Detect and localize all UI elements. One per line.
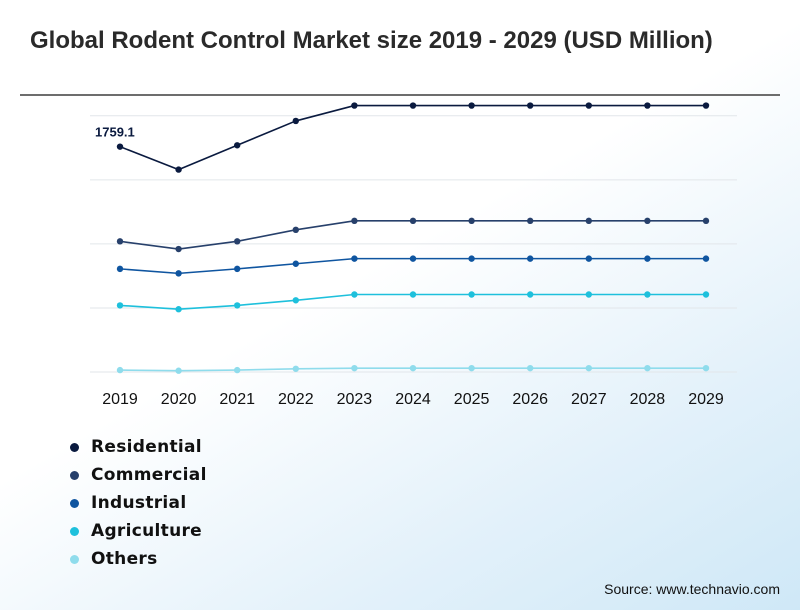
legend-label: Others xyxy=(91,549,158,569)
data-point-industrial xyxy=(644,255,651,262)
series-line-residential xyxy=(119,104,706,171)
data-point-commercial xyxy=(292,226,299,234)
x-tick-label: 2021 xyxy=(219,391,255,408)
data-point-industrial xyxy=(409,255,417,262)
annotations: 1759.1 xyxy=(95,125,135,140)
x-tick-label: 2026 xyxy=(512,391,548,408)
data-point-others xyxy=(644,364,651,372)
legend-label: Industrial xyxy=(91,493,187,513)
data-point-others xyxy=(468,364,475,372)
legend-item-agriculture: Agriculture xyxy=(70,517,207,545)
data-point-residential xyxy=(234,142,241,149)
title-divider xyxy=(20,94,780,96)
data-point-others xyxy=(175,367,182,374)
series-group xyxy=(116,102,710,374)
legend-marker xyxy=(70,442,79,452)
x-tick-label: 2025 xyxy=(454,391,490,408)
data-point-residential xyxy=(527,102,534,109)
series-others xyxy=(116,364,710,374)
data-point-commercial xyxy=(409,217,417,225)
line-chart: 1759.1 2019 2020 2021 2022 2023 2024 2025 2026 2… xyxy=(90,102,737,408)
legend-label: Agriculture xyxy=(91,521,202,541)
data-point-residential xyxy=(702,102,710,109)
legend-marker xyxy=(70,526,79,536)
data-point-agriculture xyxy=(175,306,182,313)
x-tick-label: 2020 xyxy=(161,391,197,408)
series-commercial xyxy=(116,217,710,253)
legend-item-commercial: Commercial xyxy=(70,461,207,489)
chart-title: Global Rodent Control Market size 2019 -… xyxy=(30,27,713,54)
data-point-commercial xyxy=(175,245,182,253)
data-point-residential xyxy=(116,143,124,150)
data-point-others xyxy=(409,364,417,372)
data-point-others xyxy=(527,364,534,372)
data-point-others xyxy=(234,366,241,374)
legend-marker xyxy=(70,554,79,564)
x-tick-label: 2019 xyxy=(102,391,138,408)
data-point-commercial xyxy=(351,217,358,225)
legend: Residential Commercial Industrial Agricultu… xyxy=(70,433,207,573)
series-line-commercial xyxy=(119,220,706,250)
data-point-industrial xyxy=(585,255,592,262)
x-tick-label: 2027 xyxy=(571,391,607,408)
data-point-agriculture xyxy=(116,302,124,309)
data-point-residential xyxy=(644,102,651,109)
series-residential xyxy=(116,102,710,173)
legend-item-industrial: Industrial xyxy=(70,489,207,517)
gridlines xyxy=(90,115,737,373)
series-industrial xyxy=(116,255,710,277)
data-point-commercial xyxy=(234,238,241,245)
data-point-industrial xyxy=(234,265,241,273)
data-point-agriculture xyxy=(527,291,534,298)
data-point-commercial xyxy=(644,217,651,225)
data-point-agriculture xyxy=(234,302,241,309)
x-tick-label: 2028 xyxy=(630,391,666,408)
x-tick-label: 2023 xyxy=(337,391,373,408)
data-point-residential xyxy=(468,102,475,109)
x-tick-label: 2029 xyxy=(688,391,724,408)
data-point-residential xyxy=(351,102,358,109)
legend-marker xyxy=(70,498,79,508)
data-point-commercial xyxy=(585,217,592,225)
data-point-agriculture xyxy=(292,297,299,304)
data-point-commercial xyxy=(468,217,475,225)
data-point-commercial xyxy=(702,217,710,225)
data-point-agriculture xyxy=(585,291,592,298)
data-point-industrial xyxy=(116,265,124,273)
data-point-agriculture xyxy=(468,291,475,298)
x-tick-label: 2022 xyxy=(278,391,314,408)
legend-item-others: Others xyxy=(70,545,207,573)
data-point-industrial xyxy=(292,260,299,267)
data-point-others xyxy=(351,364,358,372)
data-point-agriculture xyxy=(702,291,710,298)
data-point-agriculture xyxy=(409,291,417,298)
data-point-residential xyxy=(409,102,417,109)
data-point-residential xyxy=(292,117,299,125)
data-point-industrial xyxy=(351,255,358,262)
data-point-agriculture xyxy=(351,291,358,298)
data-point-residential xyxy=(585,102,592,109)
data-point-residential xyxy=(175,166,182,173)
data-point-others xyxy=(702,364,710,372)
data-point-others xyxy=(116,366,124,374)
data-point-commercial xyxy=(116,238,124,245)
x-tick-label: 2024 xyxy=(395,391,431,408)
data-point-others xyxy=(585,364,592,372)
series-agriculture xyxy=(116,291,710,313)
data-point-industrial xyxy=(527,255,534,262)
source-note: Source: www.technavio.com xyxy=(604,581,780,597)
legend-label: Residential xyxy=(91,437,202,457)
x-axis-ticks: 2019 2020 2021 2022 2023 2024 2025 2026 2027 2028… xyxy=(102,391,724,408)
data-point-industrial xyxy=(175,270,182,277)
data-point-agriculture xyxy=(644,291,651,298)
data-point-industrial xyxy=(702,255,710,262)
legend-label: Commercial xyxy=(91,465,207,485)
data-label: 1759.1 xyxy=(95,125,135,140)
data-point-others xyxy=(292,365,299,372)
legend-item-residential: Residential xyxy=(70,433,207,461)
data-point-industrial xyxy=(468,255,475,262)
data-point-commercial xyxy=(527,217,534,225)
legend-marker xyxy=(70,470,79,480)
